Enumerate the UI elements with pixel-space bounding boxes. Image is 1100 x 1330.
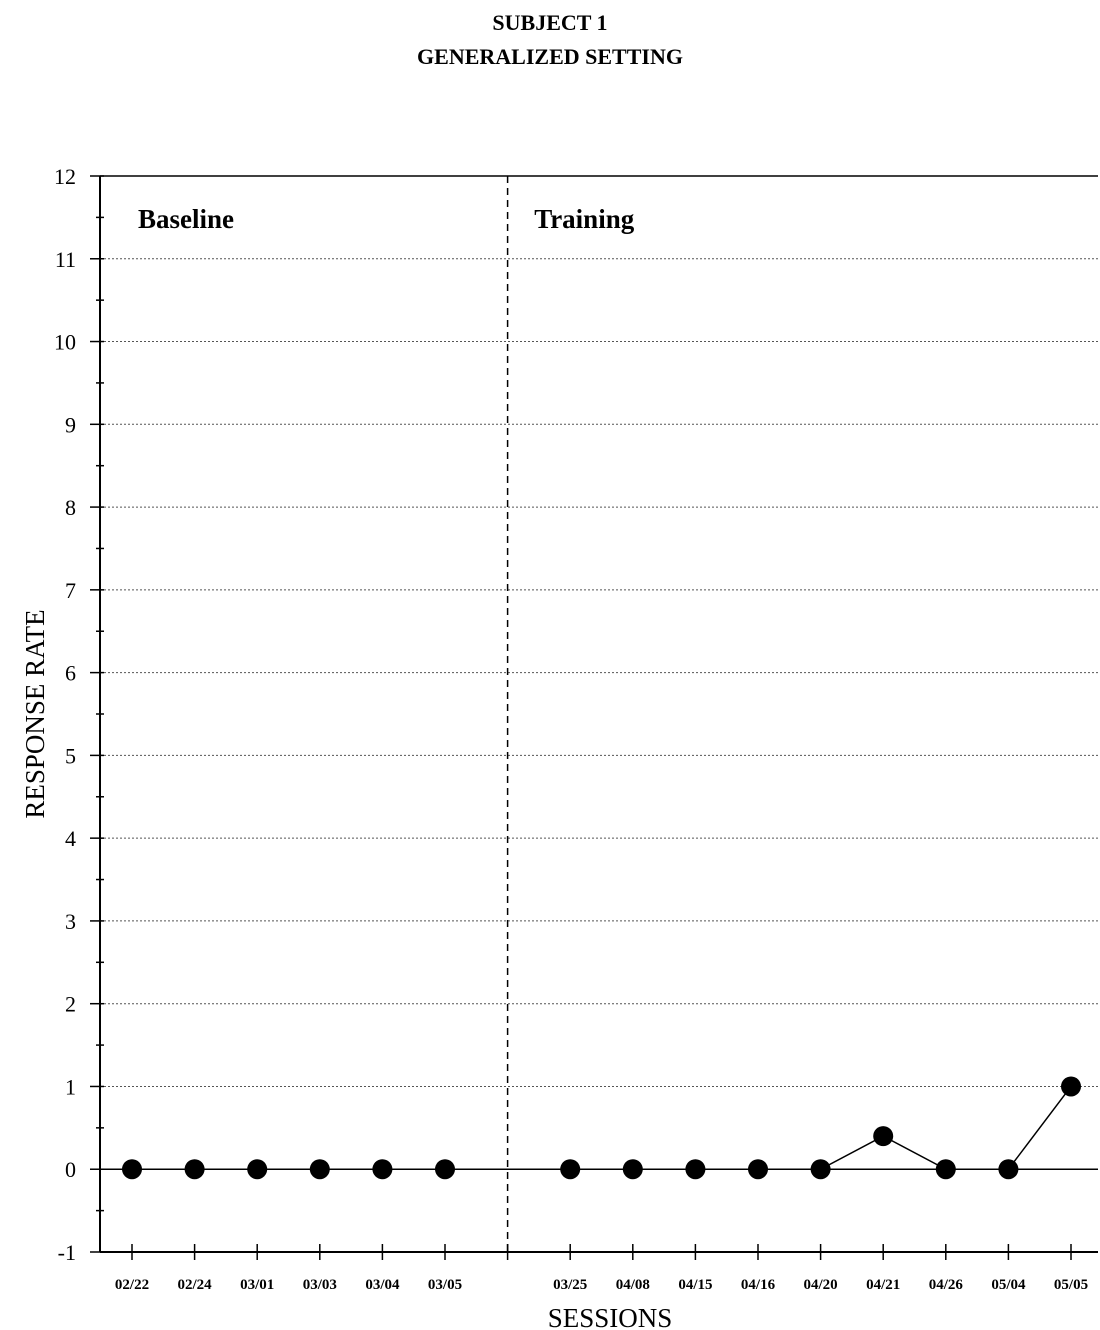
y-tick-label: 8 — [65, 495, 76, 520]
x-tick-label: 04/20 — [804, 1277, 838, 1293]
x-tick-label: 03/05 — [428, 1277, 462, 1293]
data-point — [1061, 1076, 1081, 1097]
x-tick-label: 03/03 — [303, 1277, 337, 1293]
y-tick-label: 4 — [65, 826, 76, 851]
data-point — [998, 1159, 1019, 1180]
data-point — [247, 1159, 268, 1180]
y-tick-label: 3 — [65, 909, 76, 934]
x-tick-label: 04/16 — [741, 1277, 776, 1293]
data-point — [622, 1159, 643, 1180]
data-point — [748, 1159, 768, 1180]
data-point — [873, 1126, 894, 1147]
y-tick-label: 6 — [65, 661, 76, 686]
chart-title: SUBJECT 1 — [492, 10, 608, 35]
y-tick-label: -1 — [58, 1240, 76, 1265]
y-tick-label: 7 — [65, 578, 76, 603]
phase-label: Training — [534, 204, 635, 234]
y-tick-label: 10 — [54, 330, 76, 355]
x-tick-label: 02/22 — [115, 1277, 149, 1293]
x-tick-label: 03/25 — [553, 1277, 587, 1293]
chart-subtitle: GENERALIZED SETTING — [417, 44, 683, 69]
x-tick-label: 05/05 — [1054, 1277, 1088, 1293]
x-tick-label: 02/24 — [178, 1277, 213, 1293]
phase-label: Baseline — [138, 204, 234, 234]
data-point — [122, 1159, 142, 1180]
y-axis-title: RESPONSE RATE — [20, 609, 50, 818]
x-tick-label: 04/21 — [866, 1277, 900, 1293]
data-point — [560, 1159, 581, 1180]
data-point — [435, 1159, 455, 1180]
x-tick-label: 03/01 — [240, 1277, 274, 1293]
y-tick-label: 9 — [65, 412, 76, 437]
y-tick-label: 1 — [65, 1074, 76, 1099]
data-point — [685, 1159, 706, 1180]
data-point — [309, 1159, 330, 1180]
x-tick-label: 03/04 — [365, 1277, 400, 1293]
x-tick-label: 05/04 — [991, 1277, 1026, 1293]
x-axis-title: SESSIONS — [548, 1303, 673, 1330]
y-tick-label: 11 — [55, 247, 76, 272]
data-point — [810, 1159, 831, 1180]
data-point — [184, 1159, 205, 1180]
x-tick-label: 04/15 — [678, 1277, 712, 1293]
data-point — [935, 1159, 956, 1180]
y-tick-label: 5 — [65, 743, 76, 768]
data-point — [372, 1159, 393, 1180]
x-tick-label: 04/08 — [616, 1277, 650, 1293]
y-tick-label: 0 — [65, 1157, 76, 1182]
x-tick-label: 04/26 — [929, 1277, 964, 1293]
series-line — [570, 1086, 1072, 1170]
y-tick-label: 2 — [65, 992, 76, 1017]
y-tick-label: 12 — [54, 164, 76, 189]
